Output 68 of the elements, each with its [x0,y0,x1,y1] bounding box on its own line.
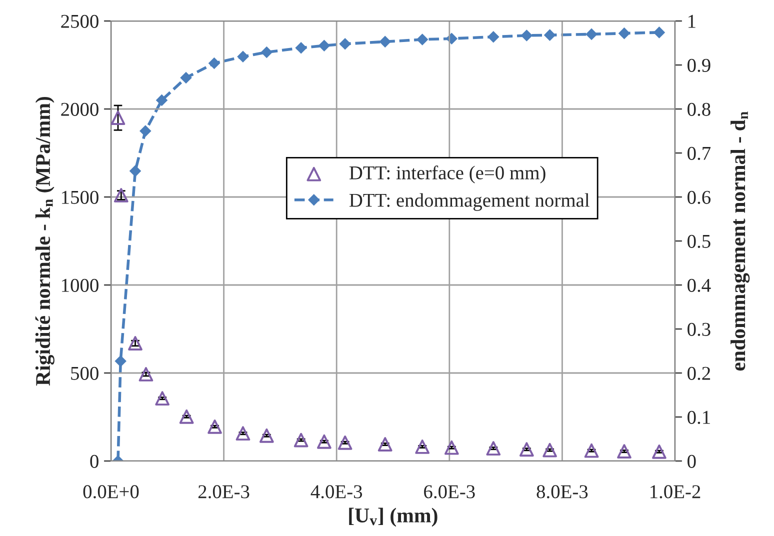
point [236,426,250,441]
point [111,110,126,125]
point [486,441,501,456]
point [140,125,152,137]
y2-tick-label: 0.1 [688,410,710,424]
point [114,188,128,202]
x-tick-label: 0.0E+0 [83,485,139,498]
point [618,28,630,39]
point [519,442,534,457]
y2-tick-label: 0.8 [688,102,710,116]
x-tick-label: 4.0E-3 [310,485,362,498]
point [237,51,249,62]
point [114,356,126,367]
point [338,436,352,450]
point [317,434,332,449]
y2-tick-label: 0.7 [688,146,711,160]
point [521,30,532,42]
point [339,38,351,50]
point [155,391,170,406]
point [488,31,499,42]
y-tick-label: 500 [71,366,98,380]
point [294,432,308,448]
point [542,442,557,458]
y-tick-label: 2500 [61,14,98,28]
x-tick-label: 1.0E-2 [650,485,700,498]
point [130,165,141,177]
point [156,94,168,106]
point [180,72,192,84]
point [261,46,272,58]
y2-tick-label: 0.5 [688,234,710,248]
point [544,29,556,41]
point [138,367,154,382]
y2-tick-label: 0.4 [688,278,711,292]
y-axis-title: Rigidité normale - k$_{n}$ (MPa/mm) [35,96,54,386]
y2-tick-label: 0.6 [688,190,711,204]
point [208,419,222,434]
y2-tick-label: 0.2 [688,366,710,380]
point [654,26,665,38]
y2-tick-label: 0 [688,454,696,468]
point [380,36,391,48]
point [584,443,599,458]
y-tick-label: 2000 [61,102,98,116]
point [179,409,194,424]
legend-label: DTT: interface (e=0 mm) [349,166,546,184]
y2-axis-title: endommagement normal - d$_{n}$ [730,112,750,371]
x-tick-label: 2.0E-3 [198,485,250,498]
point [259,428,274,443]
y-tick-label: 0 [90,454,98,468]
point [586,28,598,40]
x-tick-label: 8.0E-3 [536,485,588,498]
point [295,42,307,54]
point [208,58,220,69]
y2-tick-label: 0.9 [688,58,710,72]
point [652,444,666,459]
point [617,444,632,459]
legend-label: DTT: endommagement normal [349,193,590,211]
point [378,437,392,452]
y2-tick-label: 1 [688,14,696,28]
point [444,440,459,455]
point [415,440,430,454]
x-axis-title: [U$_{v}$] (mm) [349,508,438,527]
y-tick-label: 1000 [62,278,98,292]
point [416,34,428,46]
x-tick-label: 6.0E-3 [424,485,475,498]
point [318,40,330,52]
y-tick-label: 1500 [62,190,98,204]
y2-tick-label: 0.3 [688,322,710,336]
point [128,336,142,350]
